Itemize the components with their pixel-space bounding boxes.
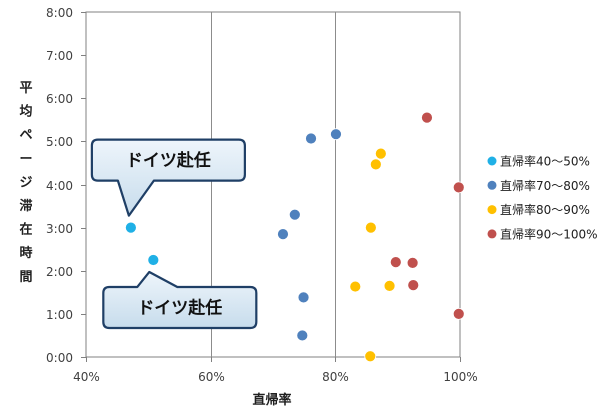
legend-marker bbox=[487, 180, 497, 190]
callout-bubble bbox=[102, 270, 258, 330]
data-point bbox=[389, 256, 402, 269]
data-point bbox=[277, 228, 289, 240]
callout: ドイツ赴任 bbox=[102, 270, 258, 330]
legend: 直帰率40～50% 直帰率70～80% 直帰率80～90% 直帰率90～100% bbox=[487, 154, 598, 241]
data-point bbox=[297, 291, 310, 304]
data-point bbox=[364, 350, 377, 363]
data-point bbox=[305, 132, 317, 145]
y-axis-title-char: ー bbox=[19, 152, 32, 167]
y-tick-label: 2:00 bbox=[46, 265, 73, 279]
axes: 0:00 1:00 2:00 3:00 4:00 5:00 6:00 7:00 8:00 40% 6… bbox=[46, 6, 478, 384]
x-tick-label: 100% bbox=[443, 370, 477, 384]
x-tick-label: 60% bbox=[198, 370, 225, 384]
legend-label: 直帰率40～50% bbox=[500, 154, 590, 169]
y-axis-title-char: 間 bbox=[19, 270, 32, 285]
data-point bbox=[364, 221, 377, 234]
data-point bbox=[124, 221, 137, 234]
x-tick-label: 80% bbox=[322, 370, 349, 384]
y-tick-label: 6:00 bbox=[46, 92, 73, 106]
data-point bbox=[383, 279, 396, 292]
y-axis-title-char: 在 bbox=[19, 222, 32, 238]
data-point bbox=[330, 128, 342, 141]
data-point bbox=[452, 307, 465, 320]
data-point bbox=[288, 208, 301, 221]
x-axis-title: 直帰率 bbox=[252, 392, 291, 408]
y-axis-title-char: 均 bbox=[19, 104, 32, 120]
y-tick-label: 3:00 bbox=[46, 222, 73, 236]
callout: ドイツ赴任 bbox=[90, 138, 246, 217]
data-point bbox=[147, 254, 160, 266]
legend-label: 直帰率90～100% bbox=[500, 226, 598, 241]
data-point bbox=[349, 280, 362, 293]
legend-marker bbox=[487, 205, 497, 215]
data-point bbox=[407, 279, 420, 292]
y-tick-label: 1:00 bbox=[46, 308, 73, 322]
legend-label: 直帰率80～90% bbox=[500, 202, 590, 217]
data-point bbox=[296, 329, 309, 342]
y-tick-label: 0:00 bbox=[46, 351, 73, 365]
y-tick-label: 7:00 bbox=[46, 49, 73, 63]
y-axis-title-char: 平 bbox=[19, 81, 32, 96]
callout-bubble bbox=[90, 138, 246, 217]
y-tick-label: 4:00 bbox=[46, 179, 73, 193]
y-tick-label: 5:00 bbox=[46, 135, 73, 149]
legend-marker bbox=[487, 229, 497, 239]
data-points bbox=[124, 111, 465, 363]
x-tick-label: 40% bbox=[73, 370, 100, 384]
data-point bbox=[406, 256, 419, 269]
y-axis-title-char: 時 bbox=[19, 245, 32, 261]
data-point bbox=[421, 111, 433, 124]
callout-label: ドイツ赴任 bbox=[137, 297, 222, 318]
y-tick-label: 8:00 bbox=[46, 6, 73, 20]
data-point bbox=[369, 158, 382, 171]
y-axis-title-char: ペ bbox=[19, 128, 32, 143]
y-axis-title-char: ジ bbox=[19, 175, 32, 190]
y-axis-title-char: 滞 bbox=[19, 198, 32, 214]
data-point bbox=[452, 181, 465, 194]
data-point bbox=[374, 147, 387, 160]
legend-marker bbox=[487, 156, 497, 166]
legend-label: 直帰率70～80% bbox=[500, 178, 590, 193]
callout-label: ドイツ赴任 bbox=[126, 150, 211, 171]
